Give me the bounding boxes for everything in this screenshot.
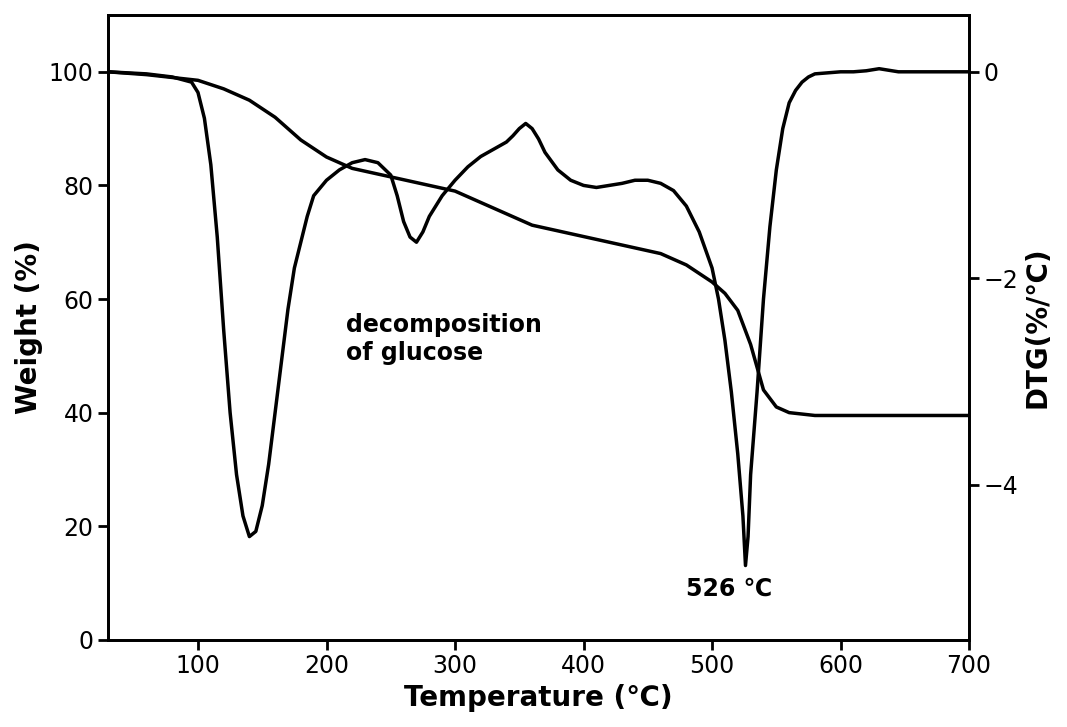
Y-axis label: Weight (%): Weight (%) bbox=[15, 241, 43, 414]
Text: decomposition
of glucose: decomposition of glucose bbox=[346, 313, 542, 365]
Y-axis label: DTG(%/℃): DTG(%/℃) bbox=[1024, 246, 1052, 409]
X-axis label: Temperature (℃): Temperature (℃) bbox=[404, 684, 673, 712]
Text: 526 ℃: 526 ℃ bbox=[686, 577, 773, 601]
